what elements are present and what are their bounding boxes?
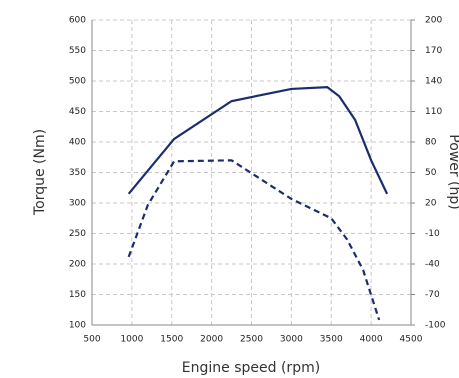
- y2-tick-label: 50: [425, 168, 437, 178]
- x-tick-label: 3000: [280, 335, 303, 345]
- y-tick-label: 500: [69, 77, 86, 87]
- y-tick-label: 300: [69, 199, 86, 209]
- y-tick-label: 250: [69, 229, 86, 239]
- line-series: [127, 85, 389, 195]
- x-tick-label: 500: [83, 335, 100, 345]
- y-axis-title: Torque (Nm): [32, 129, 48, 216]
- line-series: [127, 159, 381, 321]
- y-tick-label: 350: [69, 168, 86, 178]
- y2-tick-label: 170: [425, 46, 442, 56]
- y2-axis-title: Power (hp): [446, 134, 459, 209]
- y-tick-label: 600: [69, 16, 86, 26]
- y-tick-label: 450: [69, 107, 86, 117]
- y2-tick-label: -70: [425, 290, 440, 300]
- x-tick-label: 3500: [320, 335, 343, 345]
- y2-tick-label: 20: [425, 199, 437, 209]
- y2-tick-label: 200: [425, 16, 442, 26]
- x-tick-label: 1500: [160, 335, 183, 345]
- y-tick-label: 150: [69, 290, 86, 300]
- y-tick-label: 550: [69, 46, 86, 56]
- x-tick-label: 4000: [360, 335, 383, 345]
- y2-tick-label: 110: [425, 107, 442, 117]
- x-axis-title: Engine speed (rpm): [182, 360, 320, 376]
- y2-tick-label: -100: [425, 321, 446, 331]
- y2-tick-label: -10: [425, 229, 440, 239]
- x-tick-label: 1000: [120, 335, 143, 345]
- y2-tick-label: -40: [425, 260, 440, 270]
- x-tick-label: 2500: [240, 335, 263, 345]
- y-tick-label: 100: [69, 321, 86, 331]
- x-tick-label: 4500: [400, 335, 423, 345]
- y-tick-label: 200: [69, 260, 86, 270]
- y2-tick-label: 80: [425, 138, 437, 148]
- x-tick-label: 2000: [200, 335, 223, 345]
- y2-tick-label: 140: [425, 77, 442, 87]
- y-tick-label: 400: [69, 138, 86, 148]
